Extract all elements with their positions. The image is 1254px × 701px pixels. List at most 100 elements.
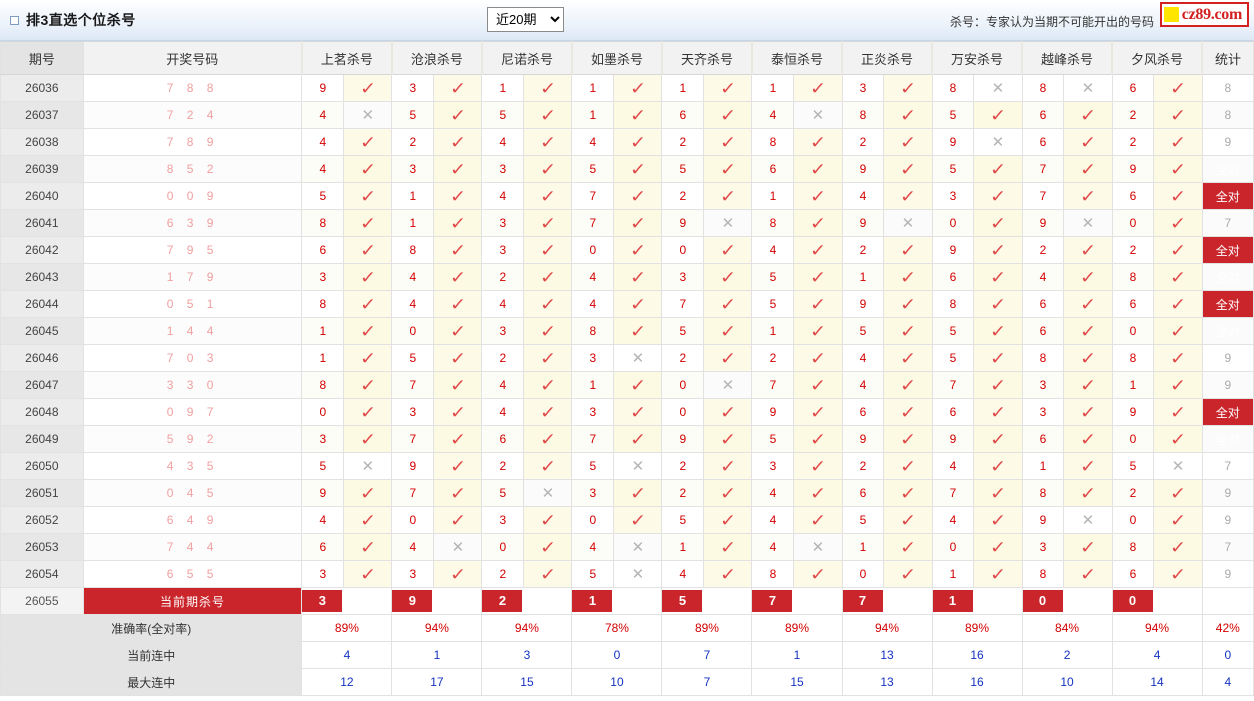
cell-miss-cross: ✕: [1153, 452, 1203, 480]
cell-hit-check: ✓: [613, 506, 663, 534]
cell-streak-value: 15: [481, 668, 573, 696]
cell-hit-check: ✓: [883, 155, 933, 183]
check-icon: ✓: [539, 78, 557, 98]
cell-kill-number: 2: [481, 452, 525, 480]
cell-kill-number: 6: [1111, 290, 1155, 318]
cell-hit-check: ✓: [883, 290, 933, 318]
check-icon: ✓: [1169, 348, 1187, 368]
check-icon: ✓: [989, 456, 1007, 476]
check-icon: ✓: [899, 402, 917, 422]
table-row: 26038 7 8 9 4 ✓ 2 ✓ 4 ✓ 4 ✓ 2 ✓ 8 ✓ 2 ✓ 9 ✕ 6 ✓ 2 ✓ 9: [0, 128, 1254, 156]
check-icon: ✓: [989, 294, 1007, 314]
cell-kill-number: 3: [751, 452, 795, 480]
cell-kill-number: 6: [481, 425, 525, 453]
column-header-expert-8: 万安杀号: [931, 41, 1023, 75]
cell-kill-number: 5: [931, 317, 975, 345]
check-icon: ✓: [899, 240, 917, 260]
cell-streak-value: 16: [931, 641, 1023, 669]
cell-kill-number: 9: [841, 209, 885, 237]
cell-kill-number: 3: [391, 560, 435, 588]
cell-hit-check: ✓: [523, 506, 573, 534]
cell-kill-number: 9: [301, 479, 345, 507]
period-select-wrapper[interactable]: 近20期近30期近50期近100期: [487, 7, 564, 32]
cell-hit-check: ✓: [883, 452, 933, 480]
check-icon: ✓: [539, 186, 557, 206]
cell-hit-check: ✓: [343, 290, 393, 318]
cell-kill-number: 4: [391, 263, 435, 291]
column-header-expert-7: 正炎杀号: [840, 41, 933, 75]
cell-hit-check: ✓: [973, 209, 1023, 237]
cell-kill-number: 2: [481, 344, 525, 372]
check-icon: ✓: [989, 564, 1007, 584]
cell-stat-count: 7: [1201, 209, 1254, 237]
cell-kill-number: 1: [751, 182, 795, 210]
site-logo[interactable]: cz89.com: [1159, 2, 1249, 27]
cell-draw-number: 1 4 4: [82, 317, 303, 345]
period-range-select[interactable]: 近20期近30期近50期近100期: [487, 7, 564, 32]
cell-kill-number: 1: [571, 371, 615, 399]
check-icon: ✓: [809, 348, 827, 368]
check-icon: ✓: [899, 321, 917, 341]
cell-stat-all-correct: 全对: [1201, 425, 1254, 453]
cell-kill-number: 4: [481, 128, 525, 156]
cell-hit-check: ✓: [523, 344, 573, 372]
cell-kill-number: 1: [301, 317, 345, 345]
cell-kill-number: 0: [391, 317, 435, 345]
cell-kill-number: 3: [571, 398, 615, 426]
cell-kill-number: 6: [1111, 560, 1155, 588]
cross-icon: ✕: [1171, 457, 1185, 475]
check-icon: ✓: [899, 537, 917, 557]
table-row: 26036 7 8 8 9 ✓ 3 ✓ 1 ✓ 1 ✓ 1 ✓ 1 ✓ 3 ✓ 8 ✕ 8 ✕ 6 ✓ 8: [0, 74, 1254, 102]
check-icon: ✓: [989, 159, 1007, 179]
check-icon: ✓: [539, 510, 557, 530]
cell-kill-number: 0: [661, 236, 705, 264]
cell-period: 26042: [0, 236, 84, 264]
cell-streak-value: 17: [391, 668, 483, 696]
cell-hit-check: ✓: [1153, 560, 1203, 588]
checkbox-icon[interactable]: [10, 15, 19, 25]
cell-kill-number: 5: [391, 101, 435, 129]
cell-current-kill: 1: [931, 587, 1023, 615]
cell-kill-number: 6: [841, 398, 885, 426]
cell-draw-number: 0 4 5: [82, 479, 303, 507]
check-icon: ✓: [809, 321, 827, 341]
check-icon: ✓: [719, 429, 737, 449]
cell-kill-number: 5: [1111, 452, 1155, 480]
cell-miss-cross: ✕: [1063, 209, 1113, 237]
check-icon: ✓: [359, 429, 377, 449]
check-icon: ✓: [449, 321, 467, 341]
check-icon: ✓: [359, 132, 377, 152]
cell-hit-check: ✓: [703, 74, 753, 102]
cell-current-kill: 7: [751, 587, 843, 615]
cell-kill-number: 5: [931, 344, 975, 372]
cell-streak-value: 7: [661, 668, 753, 696]
current-kill-chip: 0: [1022, 590, 1063, 612]
summary-row: 准确率(全对率) 89% 94% 94% 78% 89% 89% 94% 89% 84% 94% 42…: [0, 614, 1254, 642]
check-icon: ✓: [539, 132, 557, 152]
check-icon: ✓: [719, 186, 737, 206]
check-icon: ✓: [719, 483, 737, 503]
cell-hit-check: ✓: [703, 128, 753, 156]
column-header-expert-1: 上茗杀号: [300, 41, 393, 75]
cell-hit-check: ✓: [793, 398, 843, 426]
check-icon: ✓: [449, 294, 467, 314]
cell-kill-number: 0: [571, 506, 615, 534]
current-period-label: 当前期杀号: [82, 587, 303, 615]
cell-kill-number: 5: [841, 317, 885, 345]
table-row: 26050 4 3 5 5 ✕ 9 ✓ 2 ✓ 5 ✕ 2 ✓ 3 ✓ 2 ✓ 4 ✓ 1 ✓ 5 ✕ 7: [0, 452, 1254, 480]
cell-hit-check: ✓: [793, 506, 843, 534]
cell-kill-number: 2: [481, 263, 525, 291]
check-icon: ✓: [1169, 537, 1187, 557]
cell-hit-check: ✓: [1153, 533, 1203, 561]
cell-hit-check: ✓: [523, 290, 573, 318]
cell-kill-number: 7: [1021, 182, 1065, 210]
table-row: 26046 7 0 3 1 ✓ 5 ✓ 2 ✓ 3 ✕ 2 ✓ 2 ✓ 4 ✓ 5 ✓ 8 ✓ 8 ✓ 9: [0, 344, 1254, 372]
cell-stat-count: 9: [1201, 506, 1254, 534]
cell-hit-check: ✓: [793, 317, 843, 345]
cell-kill-number: 6: [841, 479, 885, 507]
cell-current-kill: 9: [391, 587, 483, 615]
check-icon: ✓: [629, 294, 647, 314]
check-icon: ✓: [629, 483, 647, 503]
cell-current-kill: 3: [301, 587, 393, 615]
check-icon: ✓: [989, 267, 1007, 287]
